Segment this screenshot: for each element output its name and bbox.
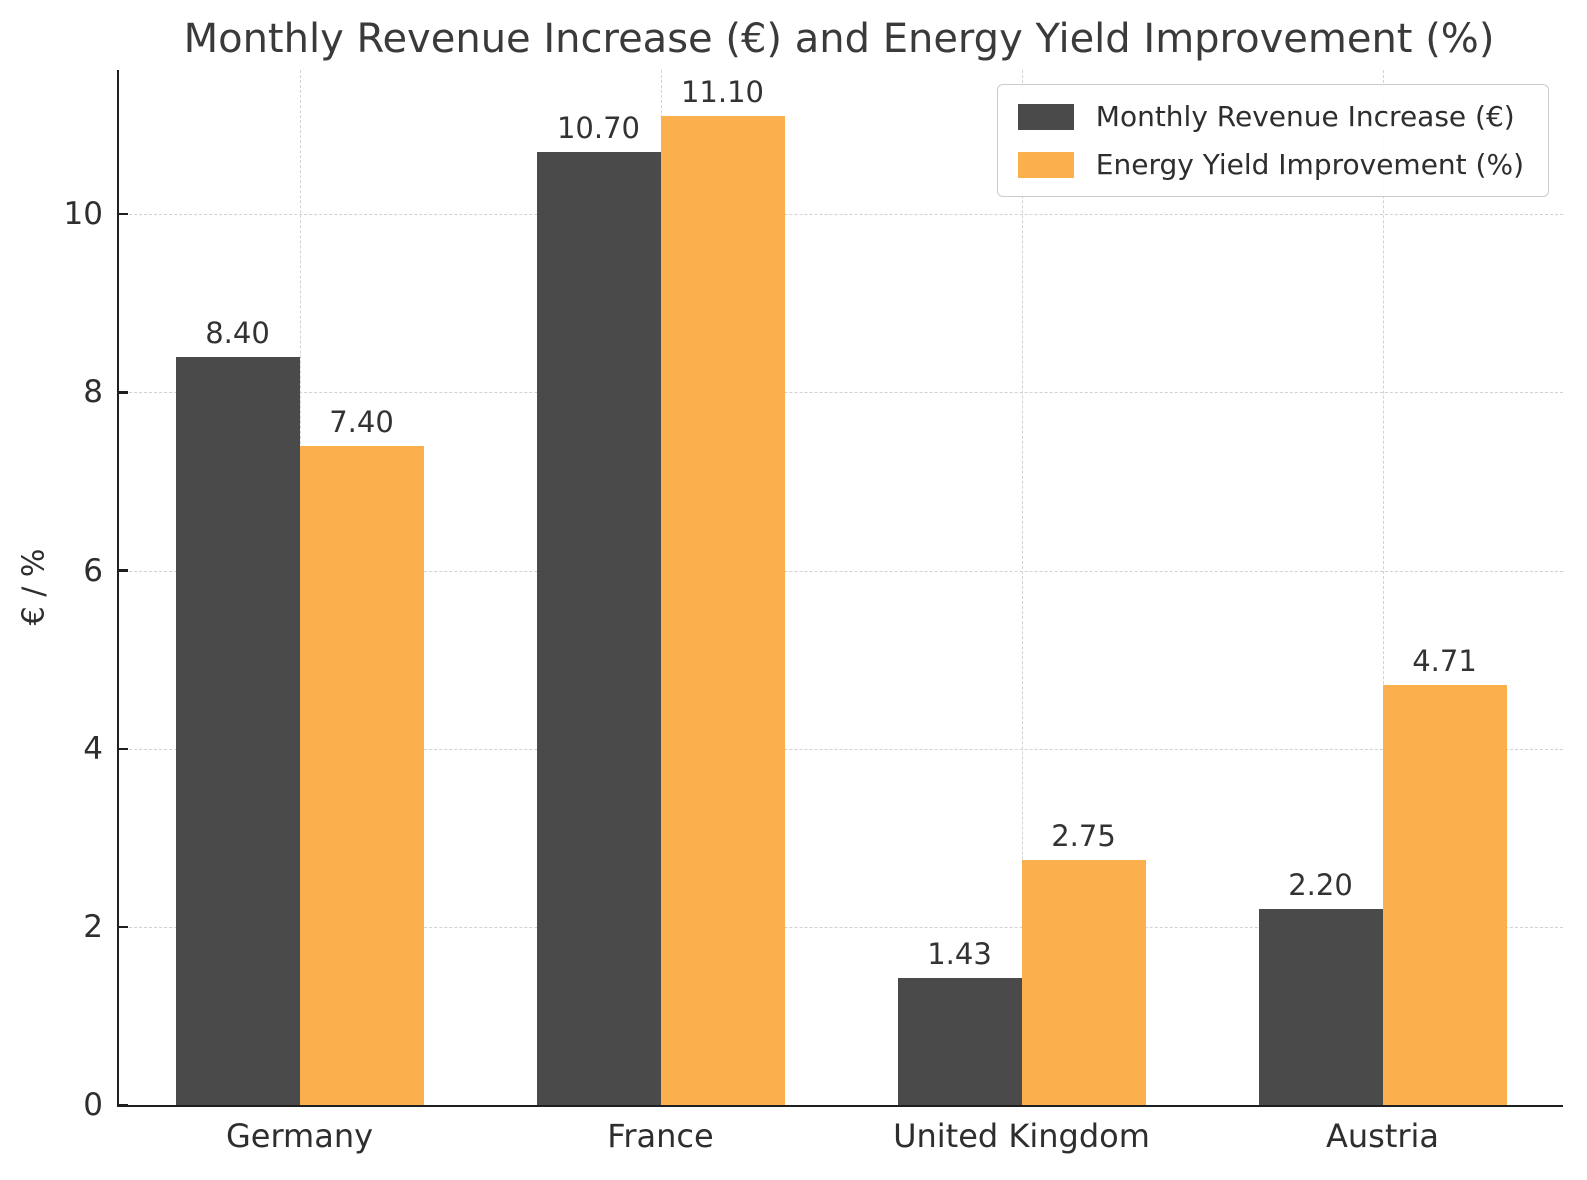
bar-value-label: 2.75 bbox=[1051, 819, 1116, 854]
y-tick-label: 0 bbox=[83, 1087, 103, 1123]
y-tick-mark bbox=[119, 747, 128, 750]
yield-bar bbox=[299, 445, 424, 1105]
legend-swatch bbox=[1017, 103, 1074, 130]
legend-label: Monthly Revenue Increase (€) bbox=[1095, 100, 1515, 133]
x-tick-label: Germany bbox=[225, 1117, 374, 1155]
gridline-horizontal bbox=[119, 214, 1563, 216]
gridline-horizontal bbox=[119, 392, 1563, 394]
y-tick-label: 10 bbox=[63, 196, 103, 233]
y-tick-mark bbox=[119, 213, 128, 216]
bar-value-label: 7.40 bbox=[329, 404, 394, 439]
bar-value-label: 1.43 bbox=[927, 936, 992, 971]
legend-item: Energy Yield Improvement (%) bbox=[1017, 148, 1524, 181]
bar-value-label: 10.70 bbox=[556, 110, 641, 145]
y-axis-label: € / % bbox=[16, 548, 52, 626]
revenue-bar bbox=[536, 151, 661, 1105]
yield-bar bbox=[660, 116, 785, 1105]
x-tick-label: United Kingdom bbox=[893, 1117, 1150, 1155]
y-tick-label: 4 bbox=[83, 730, 103, 767]
legend-swatch bbox=[1017, 151, 1074, 178]
revenue-bar bbox=[175, 356, 300, 1105]
y-tick-mark bbox=[119, 925, 128, 929]
gridline-horizontal bbox=[119, 748, 1563, 750]
gridline-horizontal bbox=[119, 926, 1563, 928]
y-tick-mark bbox=[119, 569, 128, 572]
bar-value-label: 2.20 bbox=[1288, 868, 1353, 903]
y-tick-mark bbox=[119, 391, 128, 394]
gridline-horizontal bbox=[119, 570, 1563, 572]
bar-value-label: 4.71 bbox=[1412, 644, 1477, 679]
plot-area: 0 2 4 6 8 10 Germany France United Kingdom Austri… bbox=[64, 70, 1563, 1155]
chart-title: Monthly Revenue Increase (€) and Energy … bbox=[183, 16, 1495, 62]
yield-bar bbox=[1382, 685, 1507, 1105]
gridline-vertical bbox=[1382, 70, 1384, 1105]
legend: Monthly Revenue Increase (€) Energy Yield… bbox=[996, 84, 1549, 197]
x-tick-label: Austria bbox=[1325, 1117, 1440, 1155]
x-tick-label: France bbox=[607, 1117, 714, 1155]
bar-value-label: 11.10 bbox=[680, 75, 765, 110]
bar-value-label: 8.40 bbox=[205, 315, 270, 350]
legend-label: Energy Yield Improvement (%) bbox=[1095, 148, 1524, 181]
legend-item: Monthly Revenue Increase (€) bbox=[1017, 100, 1524, 133]
y-tick-label: 8 bbox=[83, 374, 103, 411]
gridline-vertical bbox=[1021, 70, 1023, 1105]
revenue-bar bbox=[897, 977, 1022, 1105]
y-tick-mark bbox=[119, 1103, 128, 1107]
yield-bar bbox=[1021, 860, 1146, 1105]
y-tick-label: 2 bbox=[83, 908, 103, 945]
y-tick-label: 6 bbox=[83, 552, 103, 589]
revenue-bar bbox=[1258, 909, 1383, 1105]
